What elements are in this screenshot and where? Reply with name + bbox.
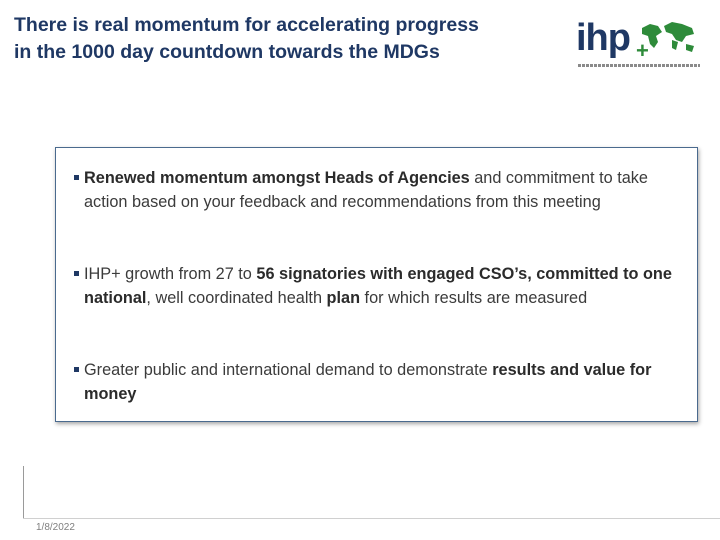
- title-line-1: There is real momentum for accelerating …: [14, 14, 479, 36]
- bullet-marker: [74, 175, 79, 180]
- world-map-icon: [642, 22, 694, 52]
- content-box: Renewed momentum amongst Heads of Agenci…: [55, 147, 698, 422]
- logo-plus: +: [636, 38, 649, 63]
- title-line-2: in the 1000 day countdown towards the MD…: [14, 41, 440, 63]
- bullet-item: Renewed momentum amongst Heads of Agenci…: [74, 166, 674, 214]
- bullet-plain-text: , well coordinated health: [146, 289, 327, 307]
- footer-vertical-divider: [23, 466, 24, 518]
- bullet-plain-text: Greater public and international demand …: [84, 361, 493, 379]
- bullet-text: IHP+ growth from 27 to 56 signatories wi…: [74, 262, 674, 310]
- ihp-logo: ihp +: [576, 16, 700, 78]
- bullet-bold-text: plan: [326, 289, 361, 307]
- bullet-text: Greater public and international demand …: [74, 358, 674, 406]
- bullet-marker: [74, 271, 79, 276]
- slide-title: There is real momentum for accelerating …: [14, 12, 554, 66]
- bullet-bold-text: Renewed momentum amongst Heads of Agenci…: [84, 169, 470, 187]
- footer-horizontal-divider: [23, 518, 720, 519]
- bullet-marker: [74, 367, 79, 372]
- bullet-plain-text: IHP+ growth from 27 to: [84, 265, 257, 283]
- footer-date: 1/8/2022: [36, 522, 75, 533]
- bullet-bold-text: results and value for money: [84, 361, 652, 403]
- logo-text: ihp: [576, 17, 631, 59]
- bullet-plain-text: for which results are measured: [360, 289, 588, 307]
- bullet-bold-text: 56 signatories with engaged CSO’s, commi…: [84, 265, 672, 307]
- bullet-plain-text: and commitment to take action based on y…: [84, 169, 648, 211]
- logo-tagline: [578, 64, 700, 67]
- bullet-item: IHP+ growth from 27 to 56 signatories wi…: [74, 262, 674, 310]
- bullet-item: Greater public and international demand …: [74, 358, 674, 406]
- bullet-text: Renewed momentum amongst Heads of Agenci…: [74, 166, 674, 214]
